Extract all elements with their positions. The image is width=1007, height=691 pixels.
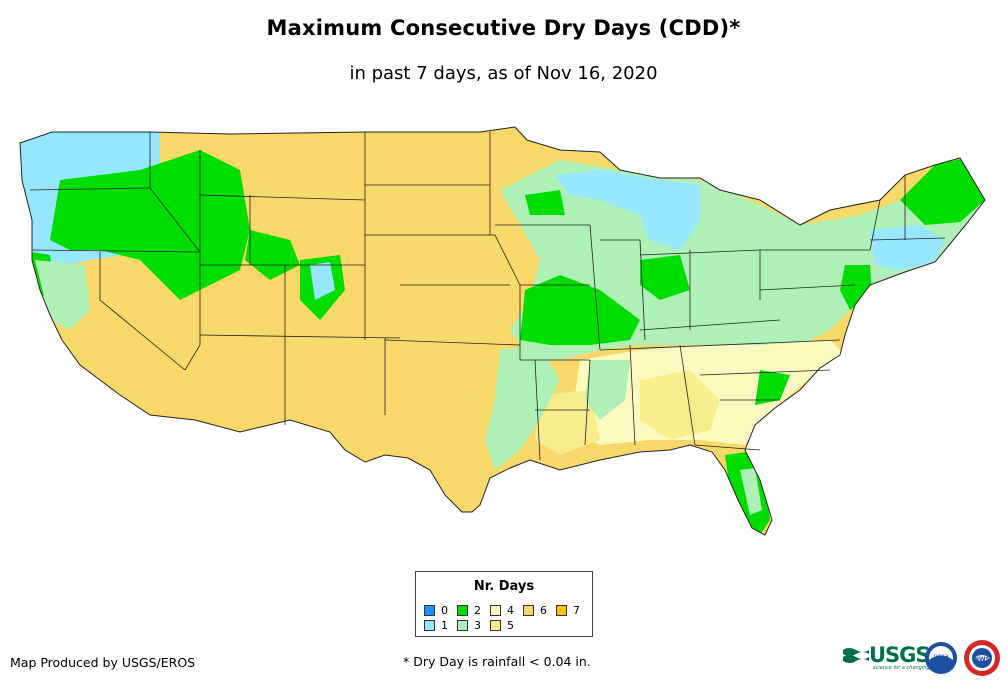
legend-item: 7 (556, 604, 580, 617)
usgs-tagline: science for a changing world (873, 665, 945, 671)
map-subtitle: in past 7 days, as of Nov 16, 2020 (349, 63, 658, 84)
legend-item: 3 (457, 619, 481, 632)
legend-item: 2 (457, 604, 481, 617)
legend-label: 0 (441, 604, 448, 617)
usgs-wave-icon (843, 648, 869, 663)
legend-item: 1 (424, 619, 448, 632)
legend-swatch (490, 620, 501, 631)
noaa-logo-text: noaa (934, 653, 949, 660)
state-boundaries (19, 126, 986, 536)
legend-label: 7 (573, 604, 580, 617)
legend-label: 5 (507, 619, 514, 632)
legend-label: 3 (474, 619, 481, 632)
noaa-logo-icon: noaa (925, 642, 957, 674)
nws-logo-icon: NWS (964, 640, 1000, 676)
legend-label: 4 (507, 604, 514, 617)
legend: Nr. Days 0 1 2 3 4 5 6 7 (415, 571, 593, 637)
legend-item: 5 (490, 619, 514, 632)
footnote-text: * Dry Day is rainfall < 0.04 in. (403, 654, 591, 669)
legend-title: Nr. Days (473, 579, 535, 594)
nws-logo-text: NWS (974, 656, 990, 663)
legend-label: 1 (441, 619, 448, 632)
cdd-regions (20, 127, 985, 535)
usgs-logo-text: USGS (869, 643, 931, 667)
legend-swatch (457, 620, 468, 631)
map-title: Maximum Consecutive Dry Days (CDD)* (266, 16, 741, 40)
credit-text: Map Produced by USGS/EROS (10, 655, 196, 670)
legend-item: 0 (424, 604, 448, 617)
usgs-logo: USGS science for a changing world (843, 643, 945, 671)
legend-swatch (424, 605, 435, 616)
legend-swatch (457, 605, 468, 616)
legend-label: 6 (540, 604, 547, 617)
legend-swatch (556, 605, 567, 616)
legend-item: 6 (523, 604, 547, 617)
legend-swatch (490, 605, 501, 616)
legend-swatch (424, 620, 435, 631)
legend-label: 2 (474, 604, 481, 617)
us-dry-days-map (19, 126, 986, 536)
legend-swatch (523, 605, 534, 616)
legend-item: 4 (490, 604, 514, 617)
